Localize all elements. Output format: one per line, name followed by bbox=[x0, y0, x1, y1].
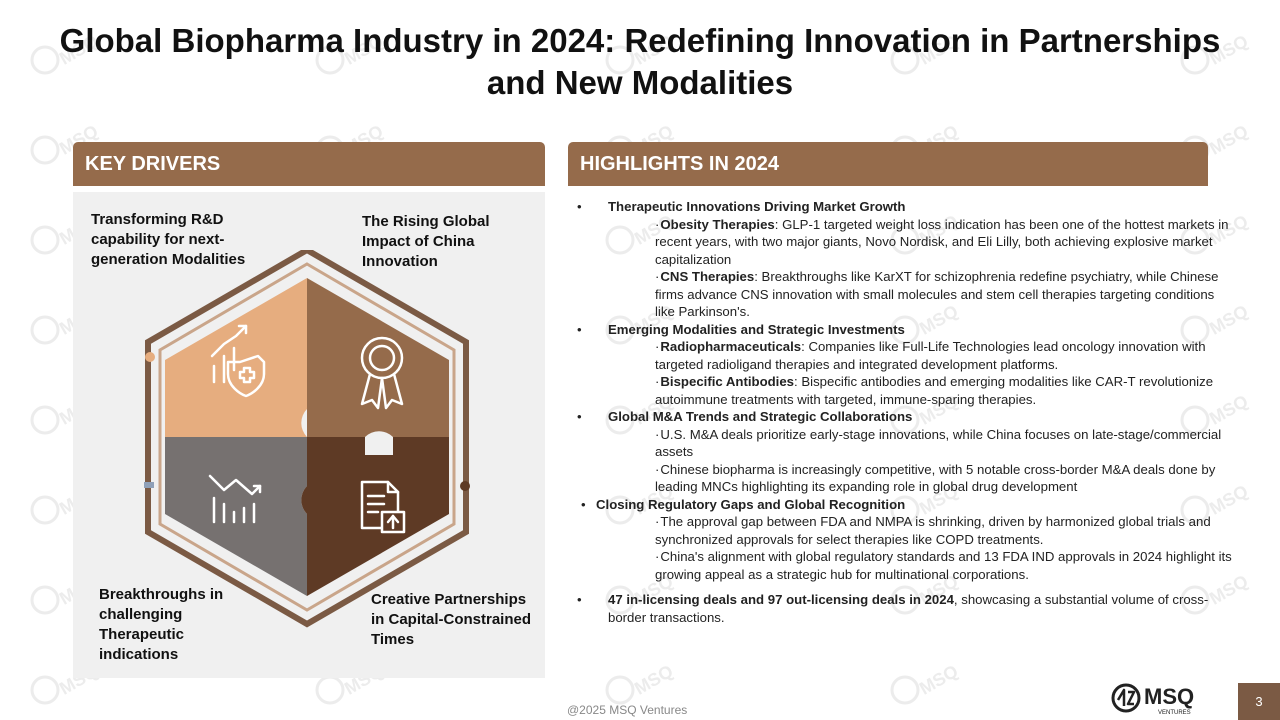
highlight-sub-item: ·Bispecific Antibodies: Bispecific antib… bbox=[655, 374, 1214, 407]
highlight-closing-text: 47 in-licensing deals and 97 out-licensi… bbox=[608, 592, 1209, 625]
bullet: • bbox=[581, 496, 586, 512]
growth-health-icon bbox=[210, 324, 266, 398]
highlight-heading: Therapeutic Innovations Driving Market G… bbox=[608, 199, 906, 214]
frame-dot-right bbox=[460, 481, 470, 491]
puzzle-tile-rd bbox=[165, 278, 307, 437]
highlight-sub-item: ·Chinese biopharma is increasingly compe… bbox=[655, 461, 1216, 495]
puzzle-tile-partnerships bbox=[301, 437, 449, 596]
highlight-sub-item: ·Obesity Therapies: GLP-1 targeted weigh… bbox=[655, 216, 1229, 267]
highlight-sub-item: ·Radiopharmaceuticals: Companies like Fu… bbox=[655, 339, 1206, 372]
highlight-sub-item: ·CNS Therapies: Breakthroughs like KarXT… bbox=[655, 269, 1219, 319]
highlight-sub-item: ·U.S. M&A deals prioritize early-stage i… bbox=[655, 426, 1222, 460]
driver-label-rd-capability: Transforming R&D capability for next-gen… bbox=[91, 211, 246, 268]
hexagon-frame bbox=[145, 250, 469, 628]
highlight-sub-item: ·The approval gap between FDA and NMPA i… bbox=[655, 514, 1211, 547]
puzzle-tile-china bbox=[307, 278, 449, 437]
highlight-item-therapeutic-innovations: • Therapeutic Innovations Driving Market… bbox=[577, 198, 1237, 321]
frame-mark-left bbox=[144, 482, 154, 488]
highlight-heading: Emerging Modalities and Strategic Invest… bbox=[608, 321, 905, 337]
hexagon-inner-frame bbox=[158, 262, 456, 612]
frame-dot-left bbox=[145, 352, 155, 362]
highlight-heading: Closing Regulatory Gaps and Global Recog… bbox=[596, 496, 906, 512]
msq-logo: MSQ VENTURES bbox=[1111, 683, 1194, 716]
highlights-header: HIGHLIGHTS IN 2024 bbox=[568, 142, 1208, 186]
highlight-sub-item: ·China's alignment with global regulator… bbox=[655, 549, 1232, 582]
driver-label-therapeutic-breakthroughs: Breakthroughs in challenging Therapeutic… bbox=[99, 586, 224, 663]
bullet: • bbox=[577, 199, 582, 214]
award-ribbon-icon bbox=[360, 336, 404, 410]
key-drivers-header: KEY DRIVERS bbox=[73, 142, 545, 186]
page-title: Global Biopharma Industry in 2024: Redef… bbox=[59, 22, 1221, 101]
logo-mark bbox=[1111, 683, 1141, 713]
driver-label-china-innovation: The Rising Global Impact of China Innova… bbox=[362, 213, 490, 270]
document-upload-icon bbox=[360, 480, 406, 534]
bullet: • bbox=[577, 321, 582, 337]
page-number: 3 bbox=[1238, 683, 1280, 720]
key-drivers-puzzle-diagram bbox=[144, 250, 470, 628]
highlight-item-licensing-deals: • 47 in-licensing deals and 97 out-licen… bbox=[577, 591, 1237, 626]
logo-subtext: VENTURES bbox=[1158, 710, 1191, 716]
highlight-item-emerging-modalities: • Emerging Modalities and Strategic Inve… bbox=[577, 321, 1237, 409]
highlight-heading: Global M&A Trends and Strategic Collabor… bbox=[608, 409, 913, 424]
highlights-list: • Therapeutic Innovations Driving Market… bbox=[577, 198, 1237, 626]
highlight-item-regulatory-gaps: • Closing Regulatory Gaps and Global Rec… bbox=[577, 496, 1237, 584]
bullet: • bbox=[577, 409, 582, 424]
logo-text: MSQ bbox=[1144, 684, 1194, 709]
puzzle-tile-breakthroughs bbox=[165, 437, 307, 596]
bullet: • bbox=[577, 592, 582, 607]
chart-decline-icon bbox=[208, 474, 262, 524]
highlight-item-global-ma: • Global M&A Trends and Strategic Collab… bbox=[577, 408, 1237, 496]
footer-copyright: @2025 MSQ Ventures bbox=[567, 703, 688, 717]
driver-label-creative-partnerships: Creative Partnerships in Capital-Constra… bbox=[371, 591, 532, 648]
